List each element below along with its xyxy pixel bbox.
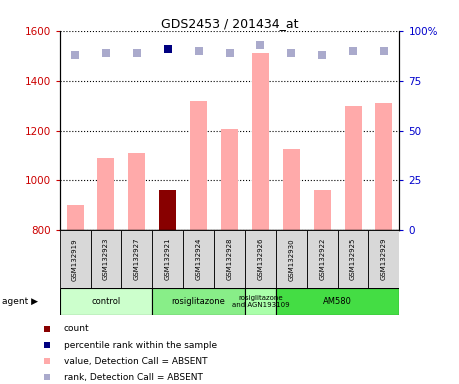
Bar xyxy=(67,205,84,230)
Bar xyxy=(313,190,330,230)
Text: GSM132930: GSM132930 xyxy=(288,238,294,281)
Text: GSM132926: GSM132926 xyxy=(257,238,263,280)
Bar xyxy=(122,230,152,288)
Bar xyxy=(283,149,300,230)
Bar xyxy=(97,158,114,230)
Bar xyxy=(152,288,245,315)
Bar xyxy=(276,230,307,288)
Bar xyxy=(90,230,122,288)
Text: GSM132923: GSM132923 xyxy=(103,238,109,280)
Bar xyxy=(245,230,276,288)
Text: control: control xyxy=(91,297,121,306)
Text: GSM132921: GSM132921 xyxy=(165,238,171,280)
Text: agent ▶: agent ▶ xyxy=(2,297,38,306)
Text: GSM132929: GSM132929 xyxy=(381,238,387,280)
Text: GSM132919: GSM132919 xyxy=(72,238,78,281)
Text: GSM132927: GSM132927 xyxy=(134,238,140,280)
Text: rosiglitazone
and AGN193109: rosiglitazone and AGN193109 xyxy=(232,295,289,308)
Bar xyxy=(152,230,183,288)
Bar xyxy=(129,153,146,230)
Bar xyxy=(60,230,90,288)
Bar xyxy=(345,106,362,230)
Bar xyxy=(375,103,392,230)
Bar xyxy=(60,288,152,315)
Bar xyxy=(214,230,245,288)
Bar xyxy=(245,288,276,315)
Title: GDS2453 / 201434_at: GDS2453 / 201434_at xyxy=(161,17,298,30)
Text: GSM132924: GSM132924 xyxy=(196,238,202,280)
Text: rosiglitazone: rosiglitazone xyxy=(172,297,225,306)
Bar xyxy=(337,230,369,288)
Bar xyxy=(369,230,399,288)
Text: GSM132928: GSM132928 xyxy=(226,238,233,280)
Bar xyxy=(183,230,214,288)
Bar xyxy=(190,101,207,230)
Bar xyxy=(252,53,269,230)
Bar xyxy=(221,129,238,230)
Bar xyxy=(307,230,337,288)
Text: percentile rank within the sample: percentile rank within the sample xyxy=(63,341,217,349)
Bar xyxy=(276,288,399,315)
Text: GSM132925: GSM132925 xyxy=(350,238,356,280)
Text: count: count xyxy=(63,324,89,333)
Text: AM580: AM580 xyxy=(323,297,352,306)
Text: rank, Detection Call = ABSENT: rank, Detection Call = ABSENT xyxy=(63,373,202,382)
Text: value, Detection Call = ABSENT: value, Detection Call = ABSENT xyxy=(63,357,207,366)
Bar xyxy=(159,190,176,230)
Text: GSM132922: GSM132922 xyxy=(319,238,325,280)
